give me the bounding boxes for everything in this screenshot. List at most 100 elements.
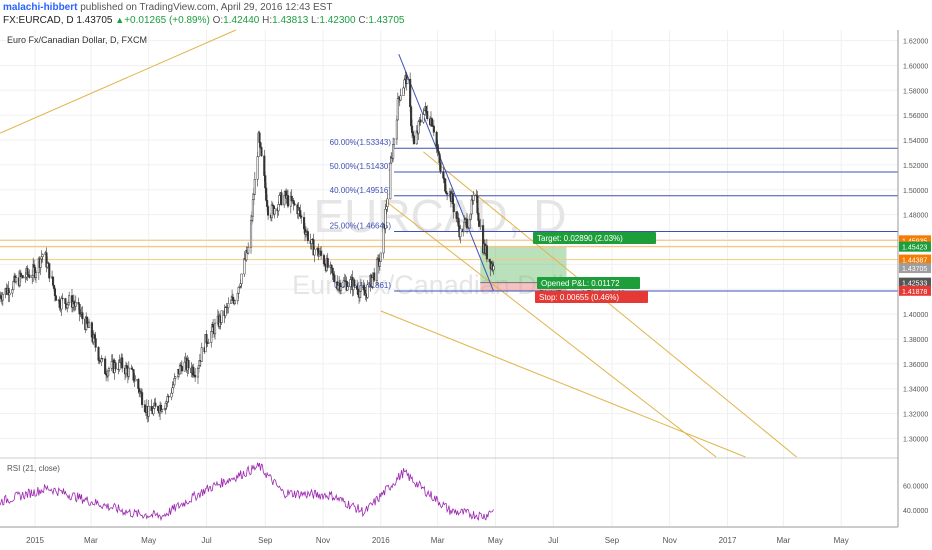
candle-body xyxy=(101,358,104,360)
candle-body xyxy=(463,221,466,232)
candle-body xyxy=(137,379,140,389)
candle-body xyxy=(371,277,374,287)
candle-body xyxy=(147,405,150,417)
candle-body xyxy=(357,289,360,295)
x-tick-label: Nov xyxy=(316,536,330,545)
candle-body xyxy=(143,404,146,412)
candle-body xyxy=(121,357,124,369)
candle-body xyxy=(28,274,31,278)
candle-body xyxy=(86,317,89,324)
candle-body xyxy=(273,208,276,215)
candle-body xyxy=(455,211,458,219)
candle-body xyxy=(260,147,263,157)
fib-level-label: 50.00%(1.51430) xyxy=(330,162,392,171)
candle-body xyxy=(299,210,302,217)
candle-body xyxy=(488,258,491,262)
y-tick-label: 1.38000 xyxy=(903,337,928,344)
candle-body xyxy=(21,275,24,279)
candle-body xyxy=(12,281,15,290)
candle-body xyxy=(403,79,406,89)
candle-body xyxy=(90,322,93,338)
candle-body xyxy=(125,365,128,369)
x-tick-label: 2016 xyxy=(372,536,390,545)
channel-line xyxy=(423,151,797,458)
channel-line xyxy=(380,310,746,458)
y-tick-label: 1.50000 xyxy=(903,188,928,195)
last-price: 1.43705 xyxy=(76,15,113,26)
candle-body xyxy=(192,366,195,376)
candle-body xyxy=(259,142,262,148)
candle-body xyxy=(150,405,153,411)
rsi-title: RSI (21, close) xyxy=(7,464,60,473)
candle-body xyxy=(386,198,389,207)
candle-body xyxy=(196,367,200,378)
candle-body xyxy=(34,272,38,278)
candle-body xyxy=(61,297,64,299)
candle-body xyxy=(280,192,283,206)
up-arrow-icon: ▲ xyxy=(115,15,125,25)
candle-body xyxy=(290,195,293,202)
candle-body xyxy=(127,367,130,377)
candle-body xyxy=(395,119,398,140)
candle-body xyxy=(359,285,362,292)
candle-body xyxy=(384,208,387,229)
candle-body xyxy=(152,408,155,415)
high-value: 1.43813 xyxy=(272,15,309,26)
candle-body xyxy=(468,219,471,229)
publish-info: malachi-hibbert published on TradingView… xyxy=(3,2,332,13)
candle-body xyxy=(250,215,254,221)
candle-body xyxy=(472,194,475,201)
candle-body xyxy=(240,273,243,285)
y-tick-label: 1.54000 xyxy=(903,138,928,145)
candle-body xyxy=(72,301,75,305)
y-tick-label: 1.52000 xyxy=(903,163,928,170)
published-text: published on TradingView.com, April 29, … xyxy=(80,2,333,13)
y-tick-label: 1.60000 xyxy=(903,63,928,70)
price-tag-bg xyxy=(899,241,931,252)
candle-body xyxy=(322,255,326,265)
symbol-label: FX:EURCAD, D xyxy=(3,15,74,26)
candle-body xyxy=(258,132,261,143)
price-tag: 1.45423 xyxy=(902,245,927,252)
candle-body xyxy=(442,171,445,179)
candle-body xyxy=(396,98,399,121)
candle-body xyxy=(33,264,36,268)
candle-body xyxy=(60,297,63,310)
x-tick-label: Mar xyxy=(776,536,790,545)
ohlc-legend: FX:EURCAD, D 1.43705 ▲+0.01265 (+0.89%) … xyxy=(3,15,405,26)
candle-body xyxy=(412,135,416,145)
candle-body xyxy=(78,303,81,315)
candle-body xyxy=(87,322,91,328)
candle-body xyxy=(382,224,385,254)
fib-level-label: 25.00%(1.46645) xyxy=(330,222,392,231)
stop-label-bg xyxy=(535,291,648,303)
x-tick-label: Nov xyxy=(663,536,677,545)
author-link[interactable]: malachi-hibbert xyxy=(3,2,78,13)
candle-body xyxy=(39,258,42,268)
candle-body xyxy=(337,285,340,290)
candle-body xyxy=(422,114,425,123)
y-tick-label: 1.56000 xyxy=(903,113,928,120)
candle-body xyxy=(52,284,56,289)
candle-body xyxy=(236,293,239,302)
candle-body xyxy=(97,347,100,361)
candle-body xyxy=(331,267,334,274)
candle-body xyxy=(15,277,18,283)
open-value: 1.42440 xyxy=(223,15,260,26)
fib-trend-line xyxy=(398,54,494,292)
candle-body xyxy=(457,217,460,227)
candle-body xyxy=(134,379,137,382)
candle-body xyxy=(160,409,164,412)
x-tick-label: 2015 xyxy=(26,536,44,545)
candle-body xyxy=(180,365,183,372)
candle-body xyxy=(26,268,29,276)
candle-body xyxy=(465,218,469,229)
candle-body xyxy=(411,125,414,133)
candle-body xyxy=(385,206,388,210)
y-tick-label: 1.30000 xyxy=(903,436,928,443)
candle-body xyxy=(373,272,376,281)
candle-body xyxy=(110,361,113,369)
candle-body xyxy=(132,369,135,381)
candle-body xyxy=(230,299,233,304)
